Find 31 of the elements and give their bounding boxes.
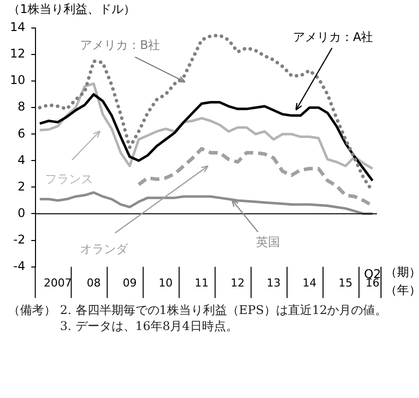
text: 3. データは、16年8月4日時点。 bbox=[60, 318, 238, 334]
text: （備考） bbox=[8, 302, 57, 318]
text: アメリカ：A社 bbox=[293, 30, 374, 44]
text: フランス bbox=[45, 172, 93, 186]
text: 2. 各四半期毎での1株当り利益（EPS）は直近12か月の値。 bbox=[60, 302, 388, 318]
text: （年） bbox=[385, 282, 419, 297]
y-tick-label: -4 bbox=[13, 258, 26, 273]
text: 英国 bbox=[256, 235, 280, 250]
y-tick-label: 8 bbox=[18, 100, 26, 114]
x-tick-label: 09 bbox=[122, 276, 137, 290]
text: Q2 bbox=[364, 266, 382, 281]
y-tick-label: -2 bbox=[13, 232, 26, 246]
x-tick-label: 13 bbox=[266, 276, 281, 290]
x-tick-label: 11 bbox=[194, 276, 209, 290]
y-tick-label: 10 bbox=[10, 73, 26, 88]
y-tick-label: 12 bbox=[10, 46, 26, 61]
x-tick-label: 14 bbox=[302, 276, 317, 290]
x-tick-label: 08 bbox=[86, 276, 101, 290]
text: （期） bbox=[385, 264, 419, 279]
x-tick-label: 15 bbox=[338, 276, 353, 290]
y-axis-title: （1株当り利益、ドル） bbox=[8, 2, 136, 16]
x-tick-label: 10 bbox=[158, 276, 173, 290]
text: オランダ bbox=[80, 242, 129, 256]
y-tick-label: 2 bbox=[18, 179, 26, 194]
x-tick-label: 2007 bbox=[44, 276, 72, 290]
x-tick-label: 12 bbox=[230, 276, 245, 290]
y-tick-label: 4 bbox=[18, 152, 26, 167]
y-tick-label: 14 bbox=[10, 20, 26, 34]
y-tick-label: 0 bbox=[18, 206, 26, 220]
series-label: アメリカ：B社 bbox=[80, 38, 160, 52]
y-tick-label: 6 bbox=[18, 126, 26, 140]
